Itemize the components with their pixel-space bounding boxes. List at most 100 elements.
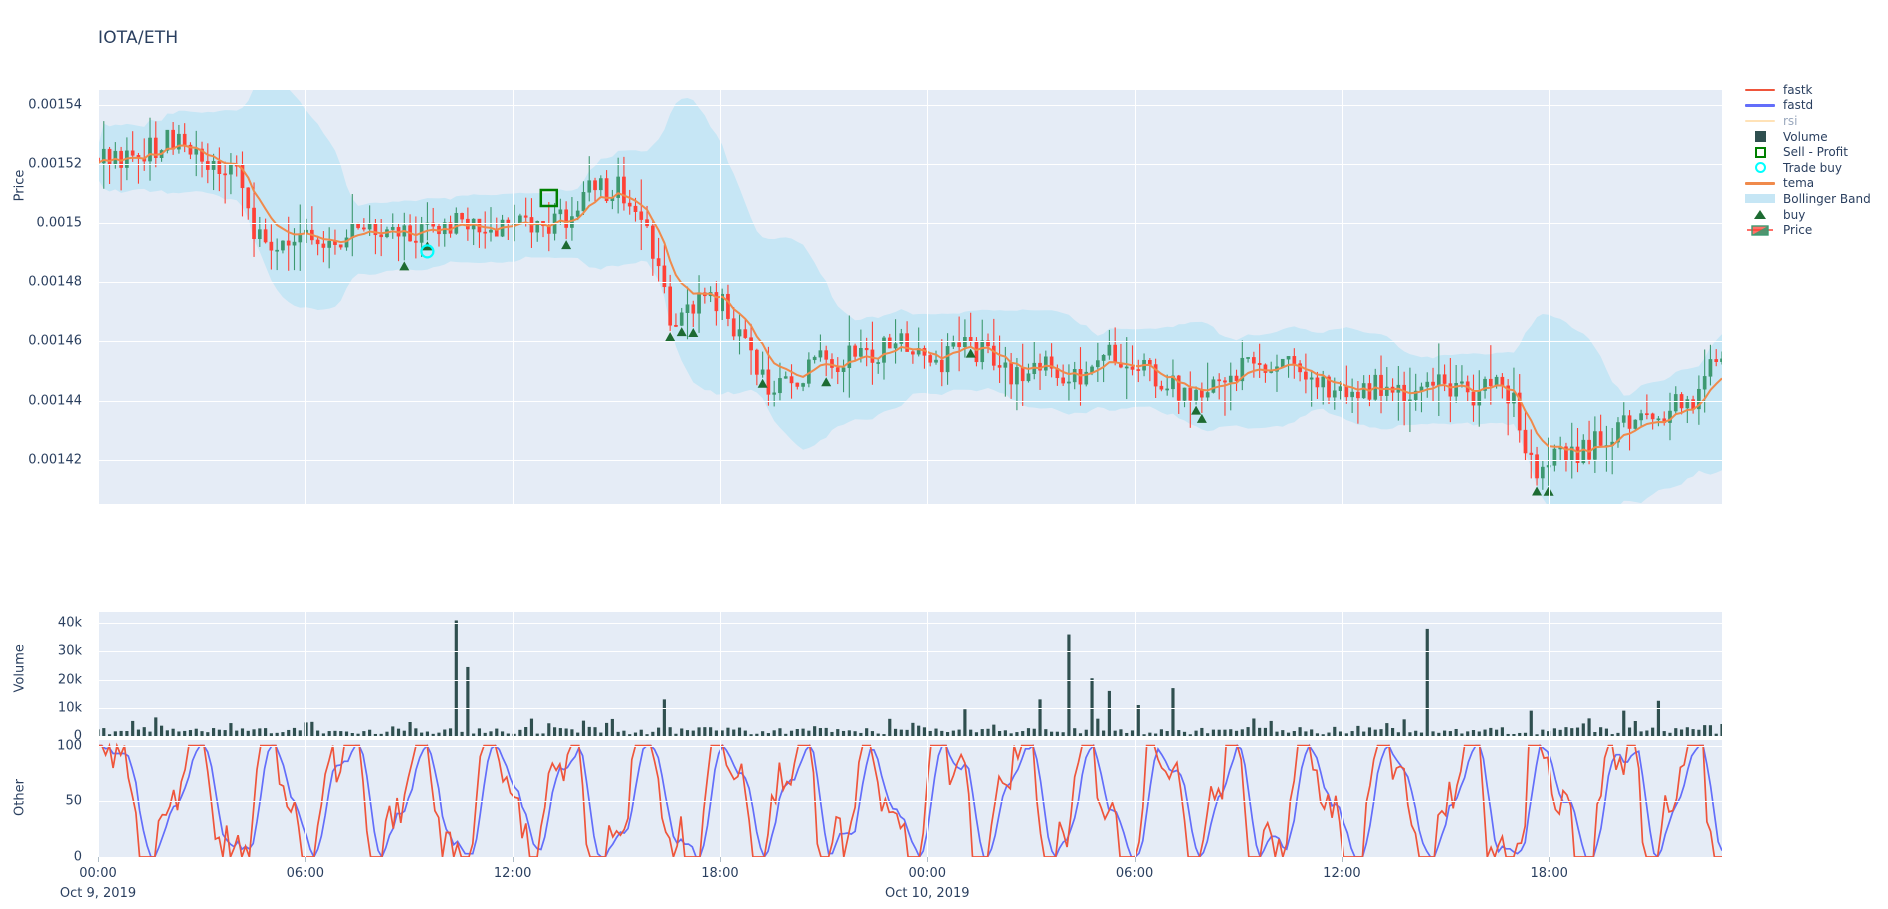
candlestick[interactable] [489,207,493,242]
candlestick[interactable] [824,345,829,377]
candlestick[interactable] [257,216,262,247]
volume-bar[interactable] [1246,727,1250,736]
buy-marker[interactable] [399,261,410,271]
volume-bar[interactable] [1668,732,1672,736]
volume-bar[interactable] [1587,718,1591,736]
volume-bar[interactable] [1460,733,1464,736]
volume-bar[interactable] [1165,731,1169,736]
buy-marker[interactable] [1196,413,1207,423]
volume-bar[interactable] [749,734,753,736]
volume-bar[interactable] [986,728,990,736]
candlestick[interactable] [1708,344,1713,386]
candlestick[interactable] [1252,351,1256,378]
candlestick[interactable] [1182,387,1187,408]
candlestick[interactable] [281,240,285,254]
volume-bar[interactable] [576,732,580,736]
volume-bar[interactable] [1159,729,1163,736]
volume-bar[interactable] [1599,727,1603,736]
candlestick[interactable] [1003,346,1008,397]
buy-marker[interactable] [757,378,768,388]
volume-bar[interactable] [813,726,817,736]
candlestick[interactable] [1384,367,1389,402]
volume-bar[interactable] [1078,733,1083,736]
candlestick[interactable] [1240,340,1245,391]
candlestick[interactable] [188,142,193,160]
candlestick[interactable] [639,179,644,251]
volume-bar[interactable] [980,729,984,736]
candlestick[interactable] [130,131,135,162]
volume-bar[interactable] [969,729,973,736]
volume-bar[interactable] [1685,727,1689,736]
volume-bar[interactable] [1252,718,1256,736]
volume-bar[interactable] [281,732,285,736]
volume-bar[interactable] [599,732,603,736]
volume-bar[interactable] [761,731,765,736]
volume-bar[interactable] [316,730,320,736]
chart-legend[interactable]: fastk fastd rsi Volume Sell - Profit Trade bu… [1745,82,1888,238]
candlestick[interactable] [593,177,597,203]
volume-bar[interactable] [287,729,291,736]
volume-bar[interactable] [333,730,337,736]
volume-bar[interactable] [1275,731,1279,736]
volume-bar[interactable] [622,730,626,736]
candlestick[interactable] [327,227,332,269]
candlestick[interactable] [315,235,320,256]
volume-bar[interactable] [264,728,268,736]
volume-bar[interactable] [1679,729,1684,736]
volume-bar[interactable] [292,727,297,736]
volume-bar[interactable] [1518,732,1522,736]
volume-bar[interactable] [610,718,614,736]
volume-bar[interactable] [206,732,210,736]
candlestick[interactable] [1061,364,1065,386]
candlestick[interactable] [997,335,1002,383]
candlestick[interactable] [622,156,626,211]
candlestick[interactable] [153,121,158,168]
volume-bar[interactable] [1437,732,1441,736]
volume-bar[interactable] [720,730,724,736]
volume-bar[interactable] [1552,728,1556,736]
volume-bar[interactable] [385,731,389,736]
candlestick[interactable] [674,313,678,328]
volume-bar[interactable] [662,699,666,736]
candlestick[interactable] [1315,371,1320,399]
candlestick[interactable] [1454,364,1458,403]
volume-bar[interactable] [558,728,562,736]
volume-bar[interactable] [171,728,175,736]
candlestick[interactable] [1067,364,1071,401]
legend-item-bollinger-band[interactable]: Bollinger Band [1745,191,1888,207]
volume-bar[interactable] [1581,723,1585,736]
candlestick[interactable] [1488,345,1493,405]
volume-bar[interactable] [431,733,435,736]
candlestick[interactable] [1026,363,1031,383]
volume-bar[interactable] [1148,732,1152,736]
candlestick[interactable] [1171,359,1175,398]
volume-bar[interactable] [674,733,678,736]
volume-bar[interactable] [298,730,302,736]
volume-bar[interactable] [755,733,759,736]
legend-item-trade-buy[interactable]: Trade buy [1745,160,1888,176]
volume-bar[interactable] [680,728,684,736]
volume-bar[interactable] [1009,733,1013,736]
candlestick[interactable] [1523,409,1528,461]
volume-bar[interactable] [801,728,805,736]
candlestick[interactable] [1211,376,1216,394]
volume-bar[interactable] [1234,730,1239,736]
candlestick[interactable] [1234,369,1239,392]
buy-marker[interactable] [821,377,832,387]
buy-marker[interactable] [1543,486,1554,496]
candlestick[interactable] [991,318,996,371]
sell-profit-marker[interactable] [539,188,559,208]
candlestick[interactable] [743,319,748,339]
candlestick[interactable] [1541,460,1545,490]
volume-bar[interactable] [1182,731,1187,736]
candlestick[interactable] [1645,394,1649,420]
volume-bar[interactable] [1356,725,1360,736]
candlestick[interactable] [1431,367,1435,402]
volume-bar[interactable] [1240,729,1244,736]
candlestick[interactable] [1552,444,1557,472]
legend-item-rsi[interactable]: rsi [1745,113,1888,129]
volume-bar[interactable] [726,727,730,736]
buy-marker[interactable] [665,332,676,342]
candlestick[interactable] [755,348,759,386]
buy-marker[interactable] [1532,486,1543,496]
